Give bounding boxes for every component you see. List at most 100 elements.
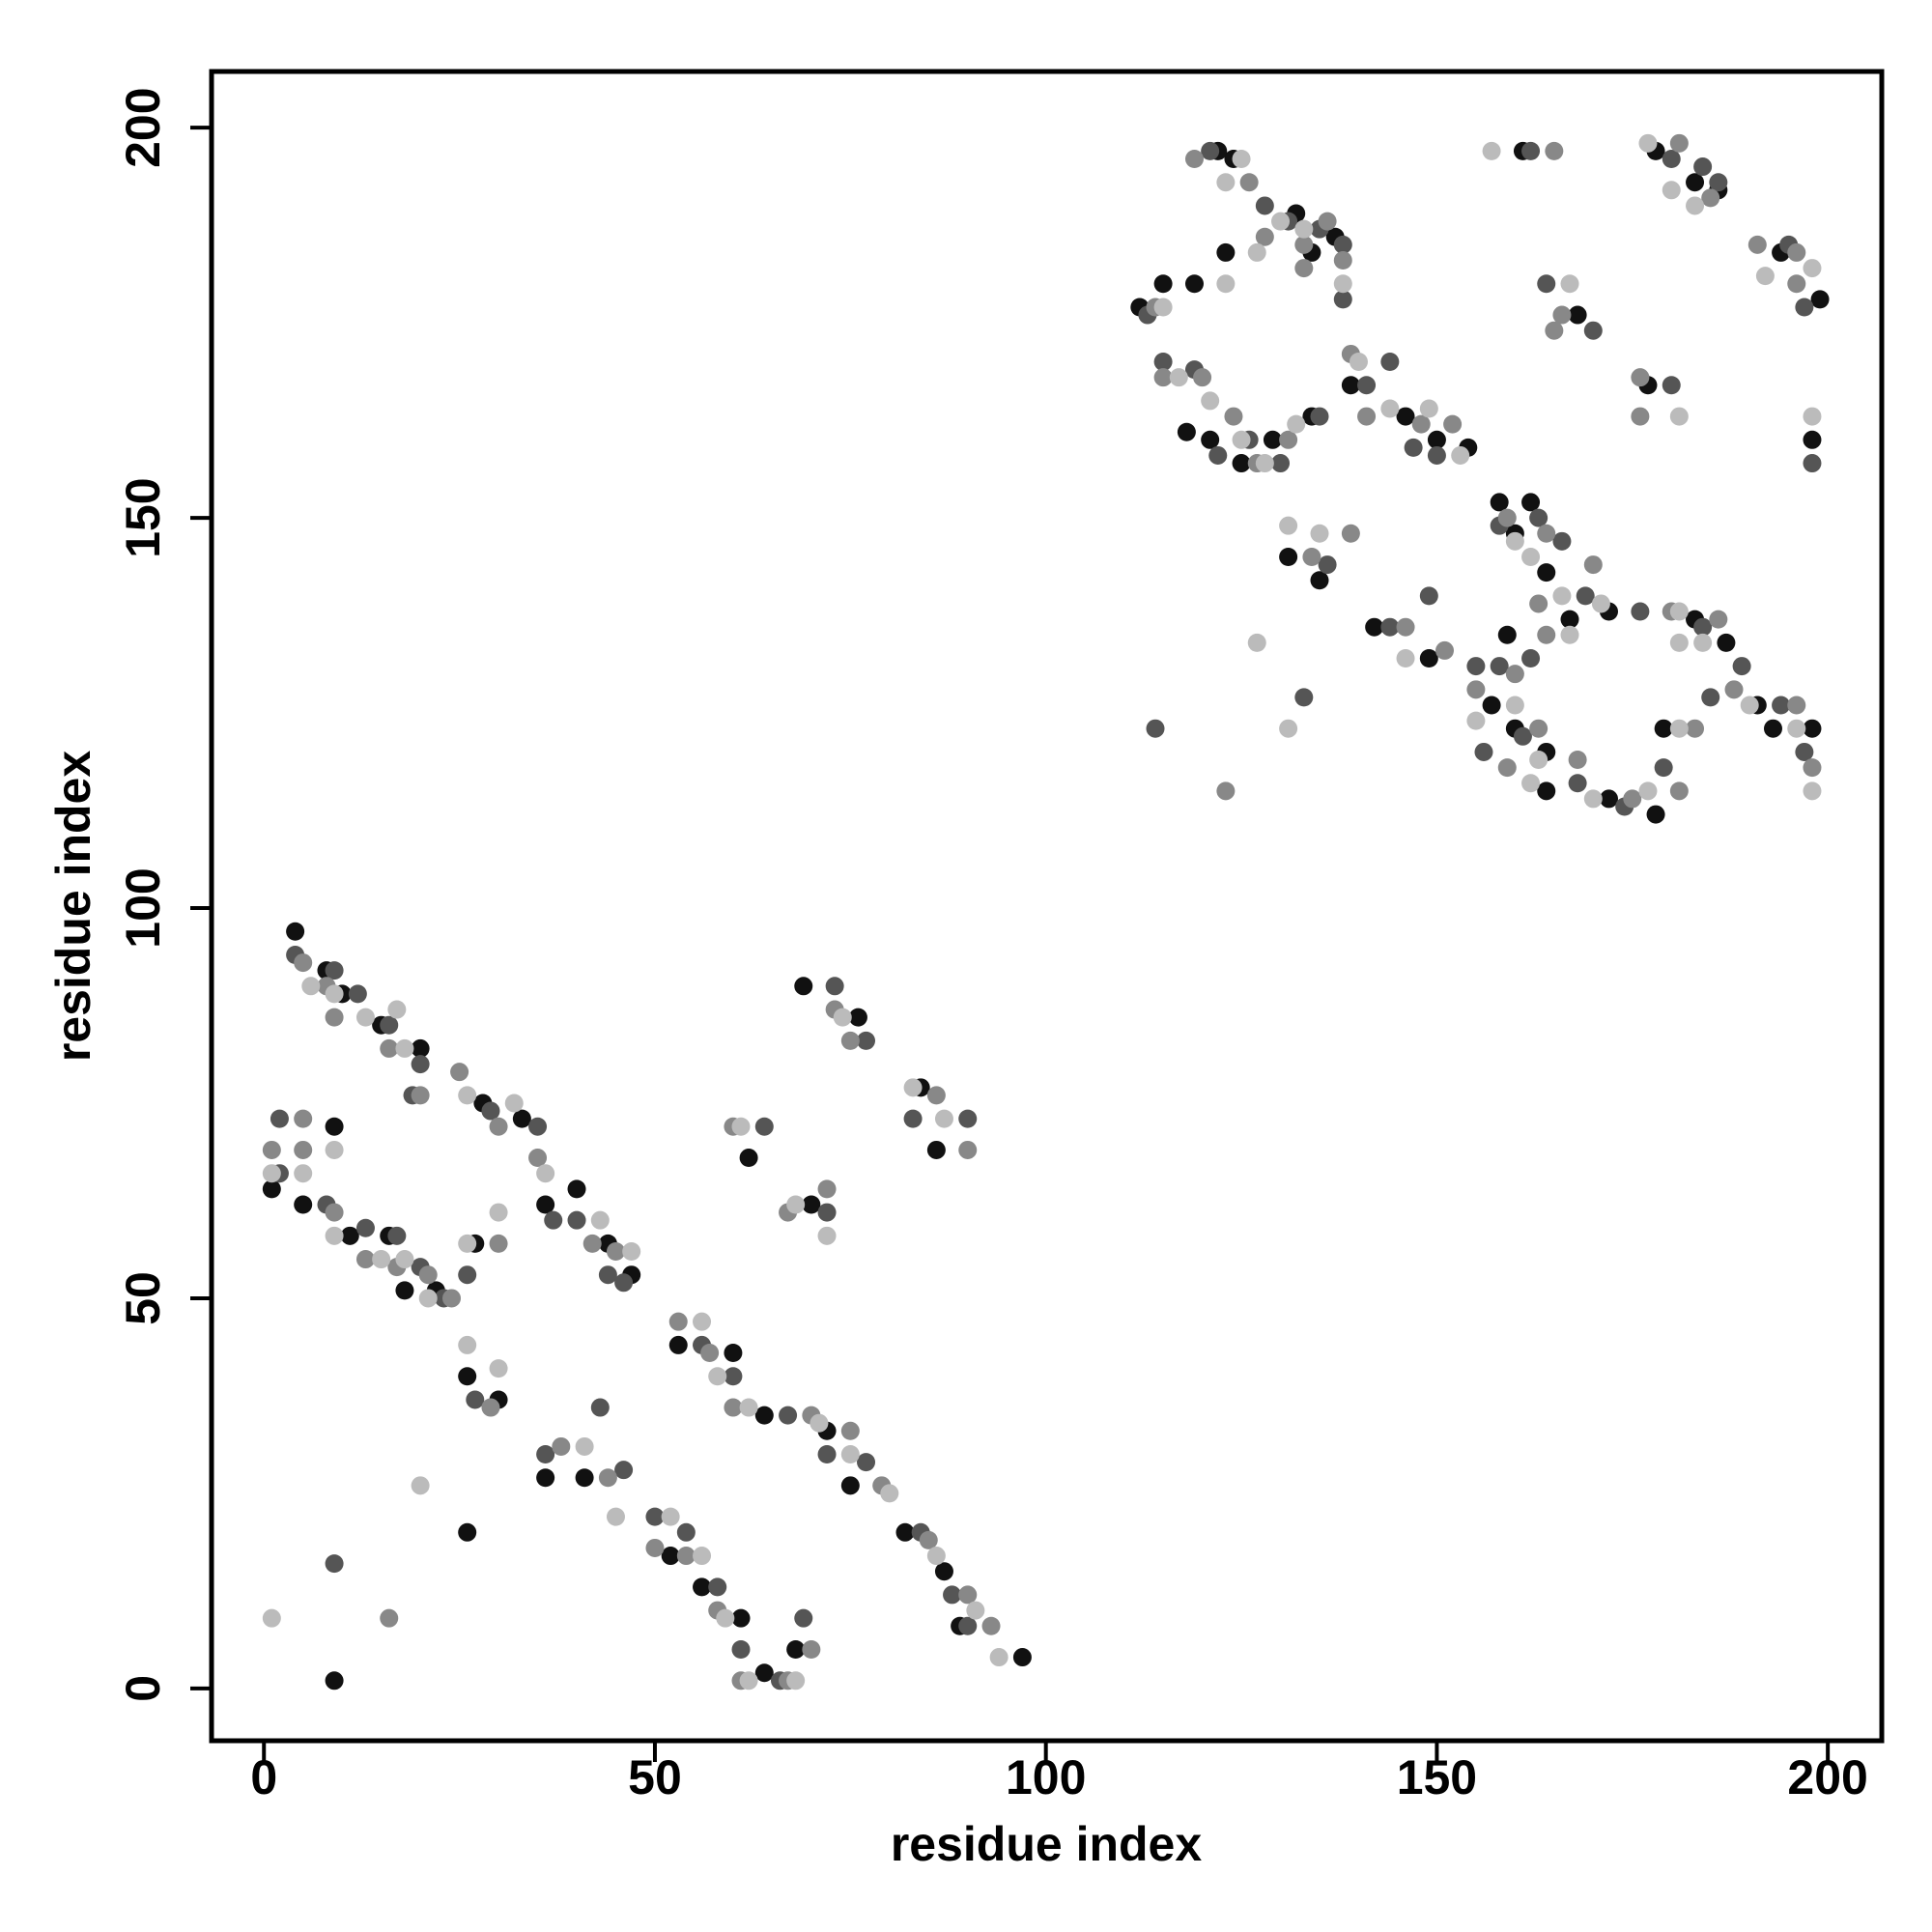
- point: [958, 1616, 978, 1635]
- y-tick-label: 50: [116, 1271, 170, 1325]
- point: [1787, 242, 1806, 262]
- point: [325, 961, 344, 980]
- point: [1247, 242, 1266, 262]
- point: [693, 1312, 712, 1331]
- point: [466, 1390, 485, 1409]
- point: [1396, 407, 1415, 426]
- point: [981, 1616, 1001, 1635]
- point: [418, 1289, 438, 1308]
- point: [355, 1218, 375, 1237]
- point: [1568, 774, 1587, 793]
- point: [817, 1179, 837, 1199]
- point: [325, 1554, 344, 1574]
- point: [1709, 173, 1728, 192]
- point: [1497, 625, 1517, 644]
- point: [458, 1234, 477, 1253]
- point: [294, 1140, 313, 1159]
- point: [1333, 290, 1352, 309]
- point: [1466, 657, 1486, 676]
- point: [1497, 508, 1517, 527]
- point: [1552, 531, 1572, 551]
- point: [1755, 267, 1775, 286]
- point: [1646, 805, 1665, 824]
- point: [840, 1031, 860, 1050]
- x-tick-label: 100: [1006, 1750, 1086, 1804]
- point: [1490, 657, 1509, 676]
- point: [1153, 274, 1173, 294]
- point: [739, 1149, 758, 1168]
- point: [817, 1445, 837, 1464]
- point: [1153, 298, 1173, 317]
- point: [1396, 649, 1415, 668]
- point: [1537, 625, 1556, 644]
- point: [779, 1406, 798, 1425]
- point: [802, 1639, 821, 1659]
- point: [1411, 414, 1431, 434]
- y-axis-title: residue index: [46, 751, 100, 1063]
- point: [1466, 711, 1486, 730]
- point: [1419, 586, 1438, 606]
- point: [1529, 594, 1548, 613]
- point: [926, 1547, 946, 1566]
- point: [481, 1398, 500, 1417]
- point: [1012, 1648, 1032, 1667]
- point: [739, 1398, 758, 1417]
- point: [1279, 547, 1298, 566]
- point: [934, 1562, 953, 1581]
- point: [1638, 781, 1658, 801]
- point: [724, 1398, 743, 1417]
- point: [1537, 563, 1556, 582]
- point: [1169, 368, 1188, 387]
- point: [442, 1289, 462, 1308]
- point: [1247, 633, 1266, 652]
- point: [1545, 321, 1564, 340]
- point: [1419, 649, 1438, 668]
- point: [1787, 719, 1806, 738]
- point: [458, 1522, 477, 1542]
- point: [1669, 407, 1689, 426]
- point: [380, 1015, 399, 1035]
- point: [802, 1195, 821, 1214]
- point: [1686, 196, 1705, 215]
- point: [825, 977, 844, 996]
- point: [325, 1671, 344, 1690]
- point: [661, 1507, 680, 1526]
- point: [1294, 219, 1314, 239]
- point: [1341, 376, 1360, 395]
- point: [294, 1195, 313, 1214]
- point: [1732, 657, 1751, 676]
- point: [1576, 586, 1595, 606]
- point: [325, 1226, 344, 1245]
- point: [395, 1038, 414, 1058]
- point: [614, 1461, 634, 1480]
- point: [1146, 719, 1165, 738]
- point: [536, 1445, 555, 1464]
- point: [1521, 649, 1541, 668]
- point: [1216, 274, 1236, 294]
- point: [1810, 290, 1830, 309]
- point: [833, 1008, 852, 1027]
- point: [325, 1117, 344, 1136]
- point: [411, 1038, 430, 1058]
- point: [262, 1164, 281, 1183]
- point: [1521, 774, 1541, 793]
- point: [1279, 516, 1298, 535]
- point: [903, 1109, 923, 1128]
- point: [1787, 274, 1806, 294]
- point: [1599, 789, 1618, 809]
- point: [575, 1468, 594, 1488]
- point: [1521, 141, 1541, 160]
- point: [1537, 524, 1556, 543]
- point: [536, 1195, 555, 1214]
- point: [1662, 181, 1681, 200]
- point: [1521, 493, 1541, 512]
- point: [1529, 719, 1548, 738]
- point: [489, 1203, 508, 1222]
- point: [1271, 212, 1291, 231]
- point: [395, 1281, 414, 1300]
- point: [1224, 407, 1243, 426]
- point: [411, 1476, 430, 1495]
- point: [1545, 141, 1564, 160]
- point: [1583, 789, 1603, 809]
- point: [387, 1226, 407, 1245]
